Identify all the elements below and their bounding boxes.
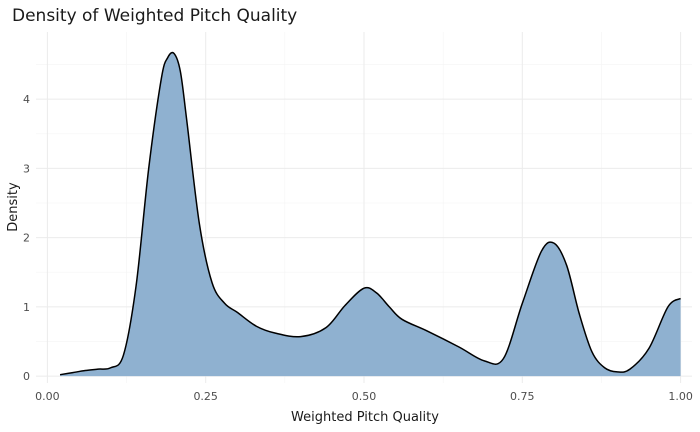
x-tick-label: 0.50 — [352, 390, 377, 403]
y-tick-label: 1 — [23, 301, 30, 314]
chart-title: Density of Weighted Pitch Quality — [12, 6, 297, 26]
x-tick-label: 0.00 — [35, 390, 60, 403]
y-tick-label: 3 — [23, 162, 30, 175]
density-line — [59, 51, 682, 376]
density-area — [60, 52, 681, 377]
x-tick-label: 1.00 — [668, 390, 693, 403]
y-tick-label: 2 — [23, 232, 30, 245]
x-axis-label: Weighted Pitch Quality — [291, 410, 439, 425]
density-area-layer — [59, 51, 682, 377]
x-tick-label: 0.25 — [193, 390, 218, 403]
x-axis-ticks: 0.00 0.25 0.50 0.75 1.00 — [35, 390, 693, 403]
y-axis-ticks: 0 1 2 3 4 — [23, 93, 30, 383]
x-tick-label: 0.75 — [510, 390, 535, 403]
y-tick-label: 4 — [23, 93, 30, 106]
y-axis-label: Density — [6, 182, 21, 232]
y-tick-label: 0 — [23, 370, 30, 383]
